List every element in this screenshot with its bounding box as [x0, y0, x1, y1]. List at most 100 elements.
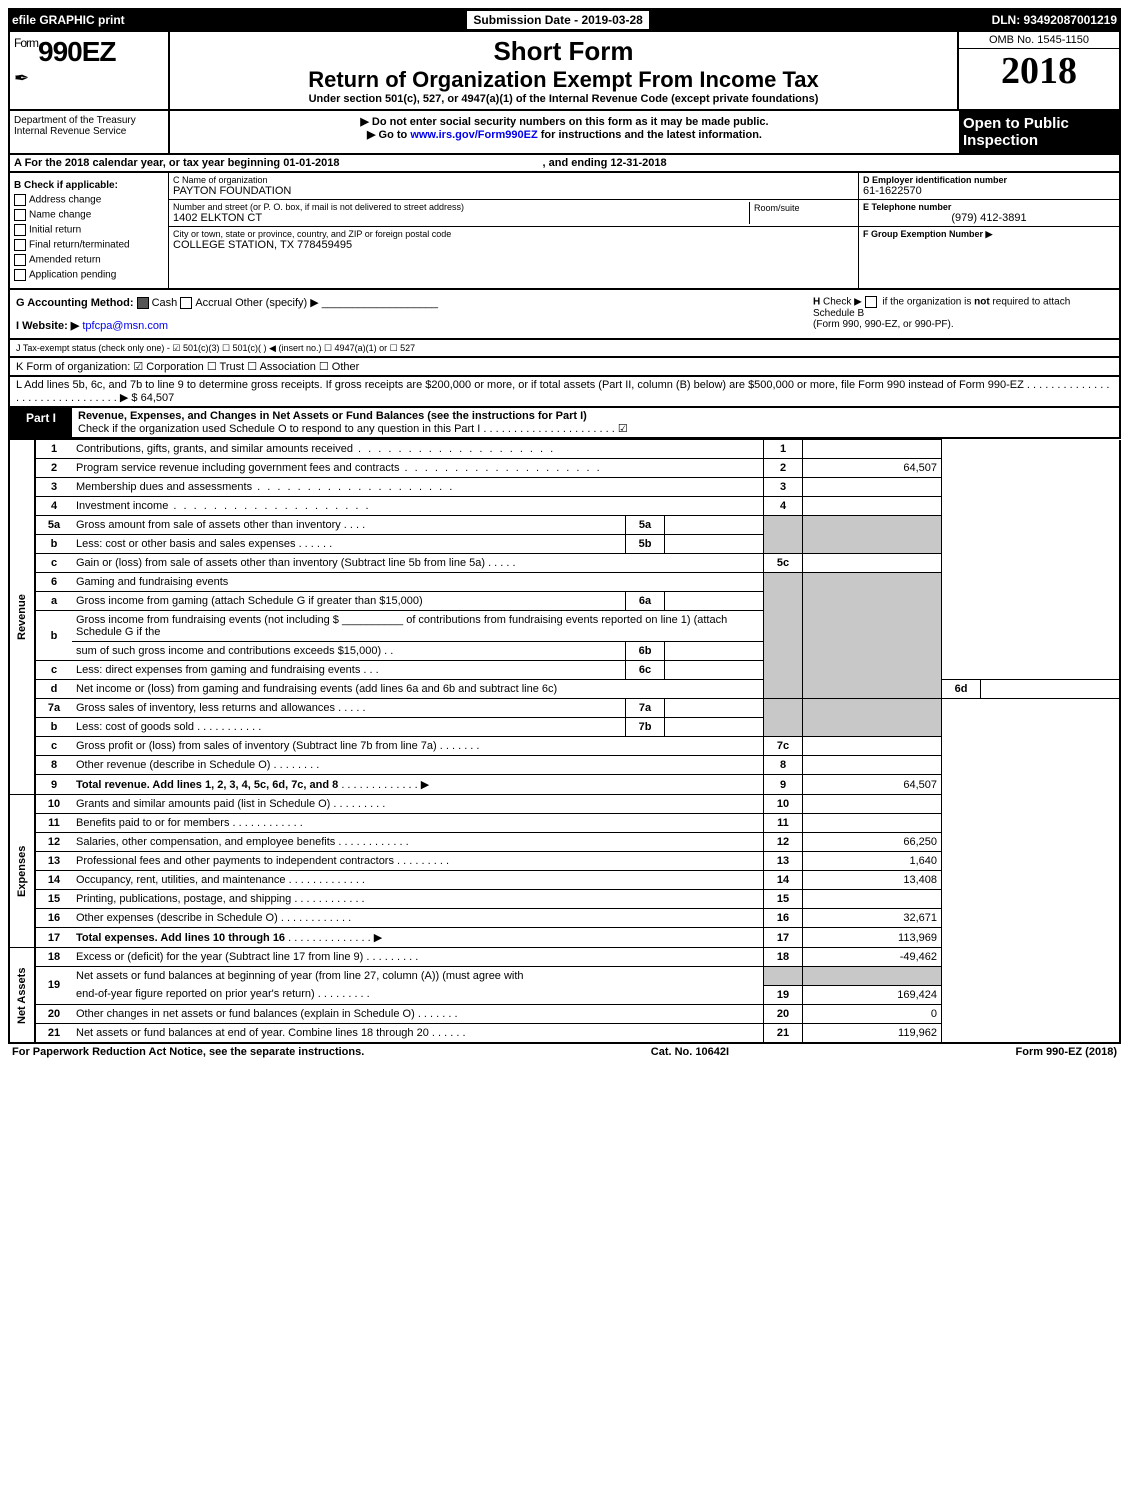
footer-mid: Cat. No. 10642I [651, 1046, 729, 1058]
dept-mid: ▶ Do not enter social security numbers o… [170, 111, 959, 153]
subno-5a: 5a [626, 516, 665, 535]
cb-final[interactable]: Final return/terminated [14, 239, 164, 251]
box-b: B Check if applicable: Address change Na… [10, 173, 169, 288]
city-label: City or town, state or province, country… [173, 229, 854, 239]
amount-19: 169,424 [803, 985, 942, 1004]
cb-address[interactable]: Address change [14, 194, 164, 206]
boxno-13: 13 [764, 852, 803, 871]
subval-6a [665, 592, 764, 611]
short-form-title: Short Form [178, 36, 949, 67]
open-public: Open to Public Inspection [959, 111, 1119, 153]
lineno-7a: 7a [35, 699, 72, 718]
box-g-label: G Accounting Method: [16, 297, 134, 309]
tax-year: 2018 [959, 49, 1119, 93]
telephone: (979) 412-3891 [863, 212, 1115, 224]
line-13-desc: Professional fees and other payments to … [76, 855, 394, 867]
box-f-label: F Group Exemption Number ▶ [863, 229, 992, 239]
line-20-desc: Other changes in net assets or fund bala… [76, 1008, 415, 1020]
lineno-7b: b [35, 718, 72, 737]
box-h: H Check ▶ if the organization is not req… [813, 296, 1113, 332]
box-l: L Add lines 5b, 6c, and 7b to line 9 to … [8, 377, 1121, 408]
org-name: PAYTON FOUNDATION [173, 185, 854, 197]
boxno-7c: 7c [764, 737, 803, 756]
line-9-desc: Total revenue. Add lines 1, 2, 3, 4, 5c,… [76, 779, 338, 791]
website-link[interactable]: tpfcpa@msn.com [82, 320, 168, 332]
efile-label: efile GRAPHIC print [12, 13, 125, 27]
box-h-text1: H Check ▶ if the organization is not req… [813, 296, 1113, 319]
amount-13: 1,640 [803, 852, 942, 871]
lineno-9: 9 [35, 775, 72, 795]
boxno-11: 11 [764, 814, 803, 833]
side-revenue: Revenue [9, 440, 35, 795]
cb-name[interactable]: Name change [14, 209, 164, 221]
line-7a-desc: Gross sales of inventory, less returns a… [76, 702, 335, 714]
subno-5b: 5b [626, 535, 665, 554]
box-d-label: D Employer identification number [863, 175, 1007, 185]
cb-cash[interactable] [137, 297, 149, 309]
line-3-desc: Membership dues and assessments [76, 481, 252, 493]
lineno-13: 13 [35, 852, 72, 871]
shade-5ab [764, 516, 803, 554]
lineno-18: 18 [35, 948, 72, 967]
amount-18: -49,462 [803, 948, 942, 967]
shade-6 [764, 573, 803, 699]
cb-initial[interactable]: Initial return [14, 224, 164, 236]
room-label: Room/suite [754, 203, 800, 213]
lines-table: Revenue 1 Contributions, gifts, grants, … [8, 439, 1121, 1044]
box-b-title: B Check if applicable: [14, 180, 118, 191]
footer: For Paperwork Reduction Act Notice, see … [8, 1044, 1121, 1060]
line-14-desc: Occupancy, rent, utilities, and maintena… [76, 874, 286, 886]
boxno-1: 1 [764, 440, 803, 459]
boxno-9: 9 [764, 775, 803, 795]
line-12-desc: Salaries, other compensation, and employ… [76, 836, 335, 848]
cb-sched-b[interactable] [865, 296, 877, 308]
amount-20: 0 [803, 1004, 942, 1023]
subval-6c [665, 661, 764, 680]
dept-row: Department of the Treasury Internal Reve… [8, 111, 1121, 155]
irs-link[interactable]: www.irs.gov/Form990EZ [410, 129, 537, 141]
lineno-2: 2 [35, 459, 72, 478]
box-c: C Name of organization PAYTON FOUNDATION… [169, 173, 858, 288]
form-prefix: Form [14, 36, 38, 50]
box-k-text: K Form of organization: ☑ Corporation ☐ … [16, 361, 359, 373]
shade-19-amt [803, 967, 942, 986]
subno-7b: 7b [626, 718, 665, 737]
lineno-6a: a [35, 592, 72, 611]
amount-3 [803, 478, 942, 497]
line-7b-desc: Less: cost of goods sold [76, 721, 194, 733]
part1-label: Part I [10, 408, 72, 437]
side-netassets: Net Assets [9, 948, 35, 1043]
shade-7 [764, 699, 803, 737]
boxno-3: 3 [764, 478, 803, 497]
lineno-21: 21 [35, 1023, 72, 1043]
cb-accrual[interactable] [180, 297, 192, 309]
cb-amended[interactable]: Amended return [14, 254, 164, 266]
line-19-desc1: Net assets or fund balances at beginning… [76, 970, 524, 982]
top-bar: efile GRAPHIC print Submission Date - 20… [8, 8, 1121, 32]
section-a-text1: A For the 2018 calendar year, or tax yea… [14, 157, 339, 169]
part1-title: Revenue, Expenses, and Changes in Net As… [78, 410, 587, 422]
cb-pending[interactable]: Application pending [14, 269, 164, 281]
lineno-7c: c [35, 737, 72, 756]
subval-5a [665, 516, 764, 535]
amount-10 [803, 795, 942, 814]
box-c-label: C Name of organization [173, 175, 854, 185]
line-7c-desc: Gross profit or (loss) from sales of inv… [76, 740, 437, 752]
box-e-label: E Telephone number [863, 202, 951, 212]
lineno-19: 19 [35, 967, 72, 1005]
shade-5ab-amt [803, 516, 942, 554]
boxno-20: 20 [764, 1004, 803, 1023]
lineno-6: 6 [35, 573, 72, 592]
footer-right: Form 990-EZ (2018) [1016, 1046, 1117, 1058]
boxno-21: 21 [764, 1023, 803, 1043]
gh-block: G Accounting Method: Cash Accrual Other … [8, 290, 1121, 340]
line-8-desc: Other revenue (describe in Schedule O) [76, 759, 270, 771]
goto-notice: ▶ Go to www.irs.gov/Form990EZ for instru… [174, 128, 955, 141]
boxno-14: 14 [764, 871, 803, 890]
part1-header-wrap: Part I Revenue, Expenses, and Changes in… [8, 408, 1121, 439]
line-6b-desc1: Gross income from fundraising events (no… [76, 614, 339, 626]
line-2-desc: Program service revenue including govern… [76, 462, 399, 474]
lineno-6d: d [35, 680, 72, 699]
line-18-desc: Excess or (deficit) for the year (Subtra… [76, 951, 363, 963]
form-number-box: Form990EZ ✒ [10, 32, 170, 109]
